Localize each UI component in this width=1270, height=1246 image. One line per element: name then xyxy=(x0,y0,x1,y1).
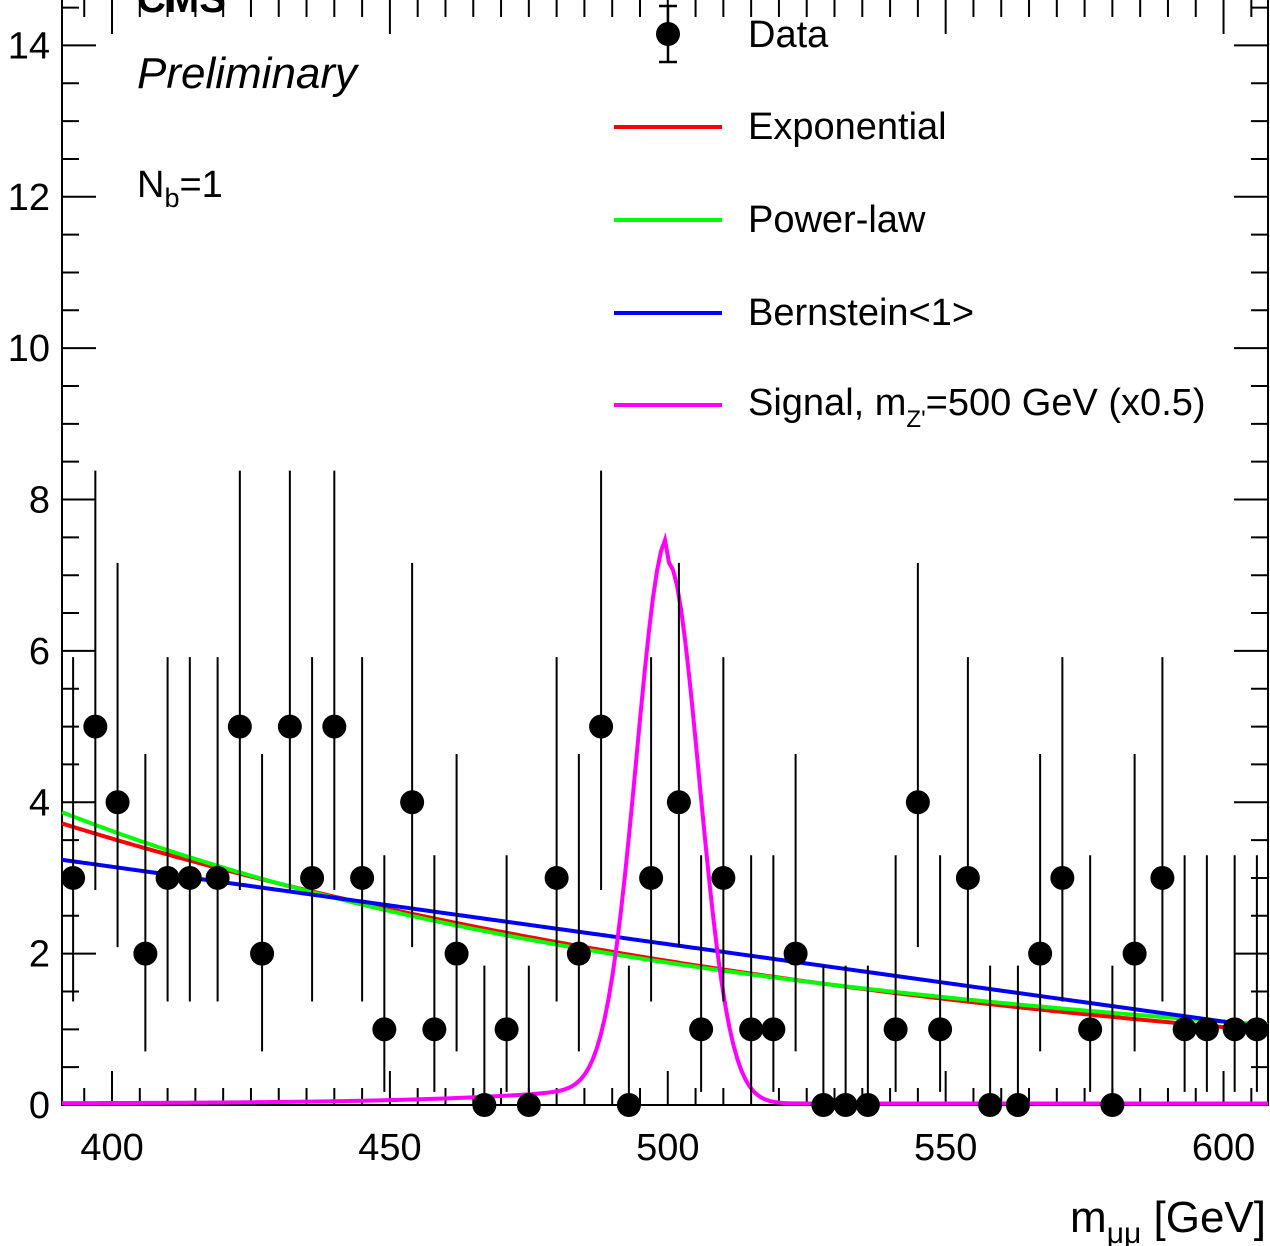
experiment-label: CMS xyxy=(137,0,226,21)
data-point xyxy=(566,941,591,966)
data-point xyxy=(905,790,930,815)
signal-curve xyxy=(61,532,1268,1106)
x-tick-label: 400 xyxy=(80,1127,143,1169)
data-point xyxy=(711,865,736,890)
x-tick-label: 450 xyxy=(358,1127,421,1169)
exponential-fit-curve xyxy=(61,821,1269,1033)
plot-border xyxy=(61,0,1269,1106)
data-point xyxy=(250,941,275,966)
legend-label-signal: Signal, mZ'=500 GeV (x0.5) xyxy=(748,382,1206,433)
data-point xyxy=(105,790,130,815)
data-point xyxy=(494,1017,519,1042)
data-point xyxy=(277,714,302,739)
plot-frame xyxy=(61,0,1269,1106)
data-point xyxy=(1078,1017,1103,1042)
data-point xyxy=(1050,865,1075,890)
data-point xyxy=(978,1093,1003,1117)
data-point xyxy=(1244,1017,1269,1042)
powerlaw-fit-curve xyxy=(61,810,1269,1027)
legend-entry-powerlaw: Power-law xyxy=(614,199,926,241)
data-point xyxy=(589,714,614,739)
y-tick-label: 12 xyxy=(8,177,50,219)
y-tick-label: 10 xyxy=(8,328,50,370)
data-points xyxy=(61,714,1269,1117)
x-axis-title: mμμ [GeV] xyxy=(1070,1193,1266,1246)
data-point xyxy=(322,714,347,739)
data-point xyxy=(739,1017,764,1042)
data-point xyxy=(1005,1093,1030,1117)
data-point xyxy=(472,1093,497,1117)
legend-label-exponential: Exponential xyxy=(748,106,947,148)
data-point xyxy=(350,865,375,890)
status-label: Preliminary xyxy=(137,49,360,98)
data-point xyxy=(1122,941,1147,966)
data-point xyxy=(1194,1017,1219,1042)
data-point xyxy=(177,865,202,890)
y-tick-label: 6 xyxy=(29,631,50,673)
legend-label-powerlaw: Power-law xyxy=(748,199,926,241)
data-point xyxy=(761,1017,786,1042)
x-tick-label: 500 xyxy=(636,1127,699,1169)
legend-data-marker xyxy=(656,22,680,46)
y-tick-label: 4 xyxy=(29,782,50,824)
data-point xyxy=(300,865,325,890)
legend-entry-bernstein: Bernstein<1> xyxy=(614,292,974,334)
legend-entry-data: Data xyxy=(656,4,829,64)
data-point xyxy=(61,865,86,890)
data-point xyxy=(811,1093,836,1117)
legend-entry-exponential: Exponential xyxy=(614,106,947,148)
data-point xyxy=(227,714,252,739)
x-tick-label: 600 xyxy=(1192,1127,1255,1169)
bernstein-fit-curve xyxy=(61,857,1269,1030)
data-point xyxy=(133,941,158,966)
data-point xyxy=(639,865,664,890)
data-point xyxy=(833,1093,858,1117)
data-point xyxy=(544,865,569,890)
data-point xyxy=(155,865,180,890)
data-point xyxy=(516,1093,541,1117)
data-point xyxy=(666,790,691,815)
y-tick-label: 8 xyxy=(29,480,50,522)
category-label: Nb=1 xyxy=(137,164,223,213)
x-tick-label: 550 xyxy=(914,1127,977,1169)
data-point xyxy=(689,1017,714,1042)
data-point xyxy=(372,1017,397,1042)
y-tick-label: 0 xyxy=(29,1085,50,1127)
data-point xyxy=(205,865,230,890)
data-point xyxy=(1100,1093,1125,1117)
data-point xyxy=(422,1017,447,1042)
legend-entry-signal: Signal, mZ'=500 GeV (x0.5) xyxy=(614,382,1206,433)
data-point xyxy=(83,714,108,739)
data-point xyxy=(1028,941,1053,966)
data-point xyxy=(1222,1017,1247,1042)
data-point xyxy=(616,1093,641,1117)
data-point xyxy=(1172,1017,1197,1042)
data-point xyxy=(883,1017,908,1042)
data-error-bars xyxy=(72,470,1258,1105)
data-point xyxy=(400,790,425,815)
legend-label-data: Data xyxy=(748,14,829,56)
legend: Data Exponential Power-law Bernstein<1> … xyxy=(614,4,1206,433)
legend-label-bernstein: Bernstein<1> xyxy=(748,292,974,334)
x-axis: 400 450 500 550 600 xyxy=(80,0,1255,1169)
data-point xyxy=(1150,865,1175,890)
data-point xyxy=(783,941,808,966)
data-point xyxy=(855,1093,880,1117)
data-point xyxy=(955,865,980,890)
data-point xyxy=(928,1017,953,1042)
data-point xyxy=(444,941,469,966)
y-tick-label: 2 xyxy=(29,934,50,976)
y-tick-label: 14 xyxy=(8,25,50,67)
